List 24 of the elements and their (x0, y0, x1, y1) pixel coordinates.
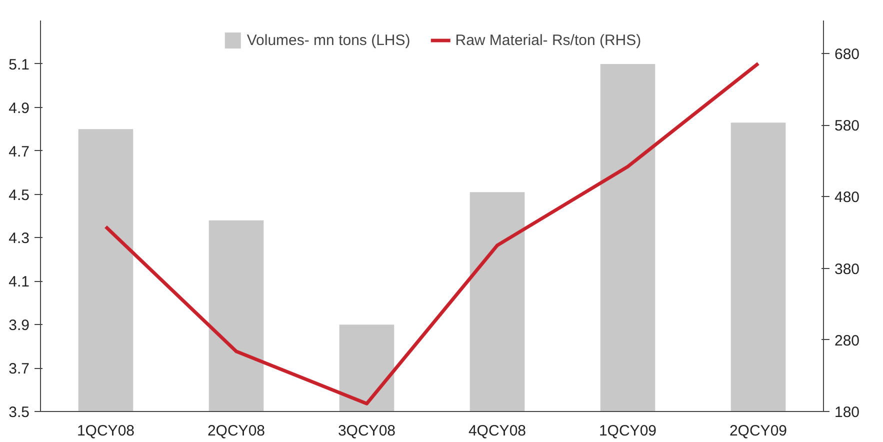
legend-label: Raw Material- Rs/ton (RHS) (455, 32, 642, 48)
y-tick-label: 3.9 (8, 317, 30, 334)
x-tick-label: 2QCY09 (729, 422, 788, 440)
y2-tick-label: 280 (834, 332, 860, 350)
y2-tick-label: 680 (834, 46, 860, 63)
y2-tick-label: 380 (834, 260, 860, 278)
y-tick-label: 5.1 (8, 56, 30, 74)
x-tick-label: 2QCY08 (207, 422, 266, 440)
y2-tick-label: 180 (834, 404, 860, 421)
y-tick-label: 3.7 (8, 360, 30, 378)
y-tick-label: 4.5 (8, 186, 30, 204)
x-tick-label: 4QCY08 (468, 422, 526, 440)
y2-tick-label: 580 (834, 118, 860, 135)
y-tick-label: 4.7 (8, 143, 30, 160)
x-tick-label: 3QCY08 (338, 422, 396, 440)
y-tick-label: 4.3 (8, 230, 30, 248)
y-tick-label: 4.1 (8, 274, 30, 291)
y2-tick-label: 480 (834, 189, 860, 206)
x-tick-label: 1QCY08 (76, 422, 135, 440)
y-tick-label: 3.5 (8, 404, 30, 421)
x-tick-label: 1QCY09 (598, 422, 657, 440)
y-tick-label: 4.9 (8, 100, 30, 117)
legend-label: Volumes- mn tons (LHS) (246, 32, 410, 48)
line-series (104, 62, 760, 406)
